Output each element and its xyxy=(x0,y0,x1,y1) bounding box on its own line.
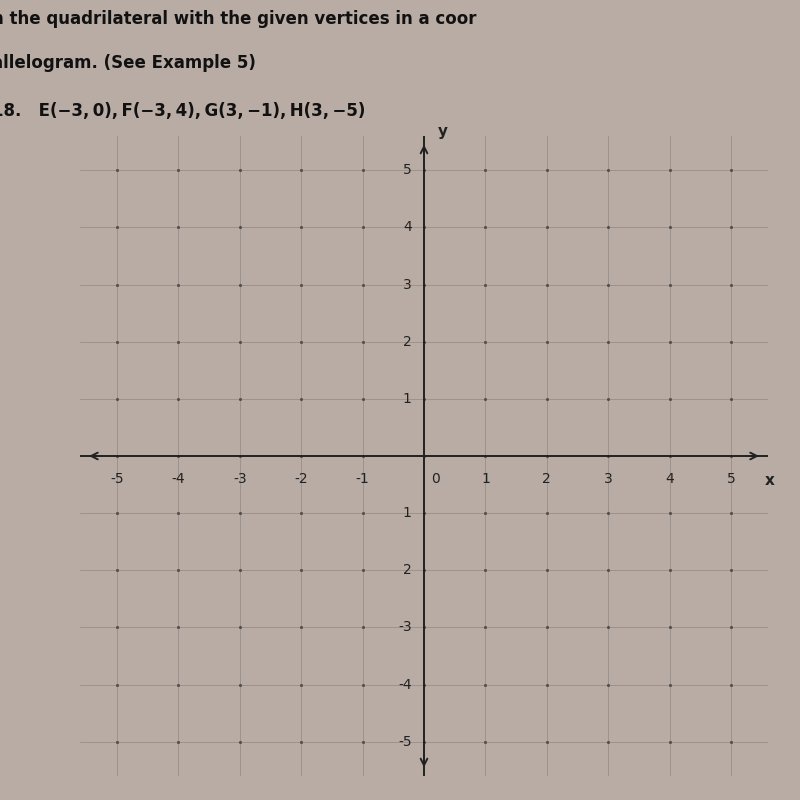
Text: x: x xyxy=(765,473,775,488)
Text: 18.   E(−3, 0), F(−3, 4), G(3, −1), H(3, −5): 18. E(−3, 0), F(−3, 4), G(3, −1), H(3, −… xyxy=(0,102,366,120)
Text: 4: 4 xyxy=(666,472,674,486)
Text: allelogram. (See Example 5): allelogram. (See Example 5) xyxy=(0,54,256,72)
Text: -5: -5 xyxy=(398,734,412,749)
Text: 2: 2 xyxy=(403,334,412,349)
Text: 3: 3 xyxy=(403,278,412,291)
Text: -3: -3 xyxy=(233,472,246,486)
Text: 2: 2 xyxy=(403,563,412,578)
Text: 0: 0 xyxy=(431,472,440,486)
Text: 5: 5 xyxy=(726,472,735,486)
Text: -5: -5 xyxy=(110,472,124,486)
Text: 5: 5 xyxy=(403,163,412,178)
Text: 1: 1 xyxy=(481,472,490,486)
Text: 4: 4 xyxy=(403,221,412,234)
Text: y: y xyxy=(438,124,447,139)
Text: -2: -2 xyxy=(294,472,308,486)
Text: 2: 2 xyxy=(542,472,551,486)
Text: -1: -1 xyxy=(356,472,370,486)
Text: -4: -4 xyxy=(398,678,412,691)
Text: 3: 3 xyxy=(604,472,613,486)
Text: 1: 1 xyxy=(403,392,412,406)
Text: n the quadrilateral with the given vertices in a coor: n the quadrilateral with the given verti… xyxy=(0,10,477,28)
Text: -3: -3 xyxy=(398,621,412,634)
Text: 1: 1 xyxy=(403,506,412,520)
Text: -4: -4 xyxy=(171,472,185,486)
